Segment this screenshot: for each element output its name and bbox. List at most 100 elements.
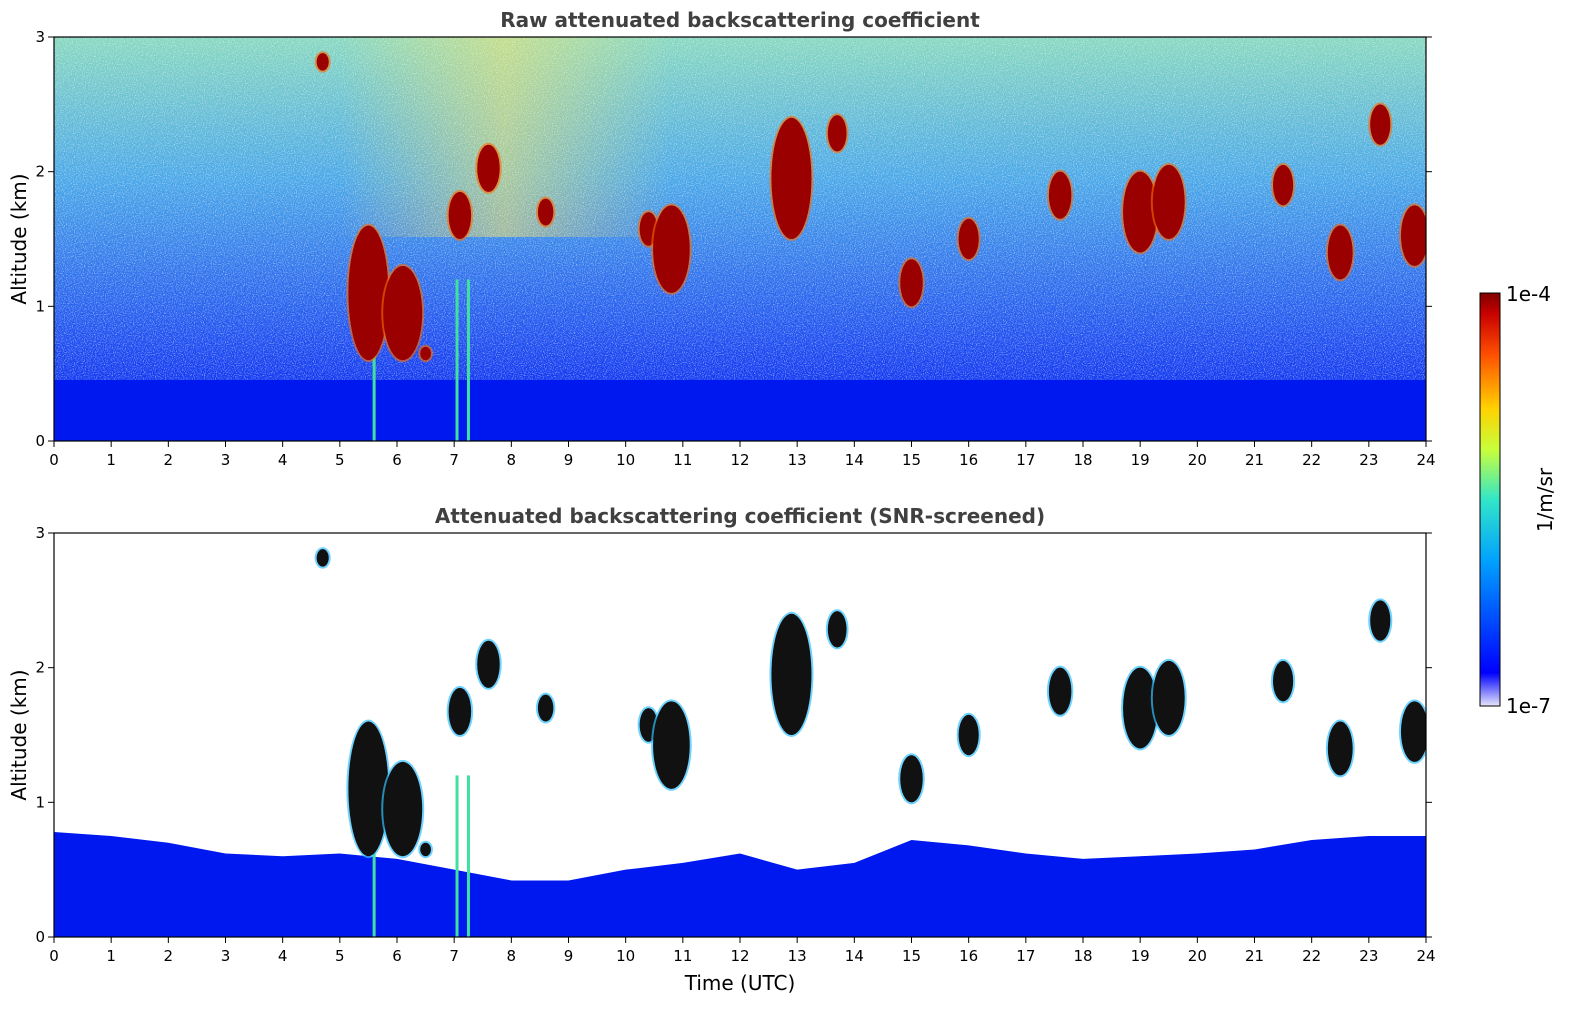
x-tick-label: 19 <box>1131 451 1150 469</box>
screened-precip-streak <box>455 775 459 937</box>
x-tick-label: 4 <box>278 947 288 965</box>
screened-cloud <box>477 640 500 688</box>
raw-streaks <box>372 279 470 441</box>
raw-x-axis: 0 1 2 3 4 5 6 7 8 9 10 11 12 13 14 15 16 17 18 19 20 21 22 23 24 <box>49 441 1436 469</box>
x-tick-label: 8 <box>507 947 517 965</box>
cloud-feature <box>316 53 329 71</box>
x-tick-label: 10 <box>616 451 635 469</box>
screened-cloud <box>1327 721 1353 776</box>
y-tick-label: 0 <box>35 432 45 450</box>
cloud-feature <box>1273 164 1294 206</box>
x-tick-label: 23 <box>1359 947 1378 965</box>
x-tick-label: 11 <box>673 947 692 965</box>
x-tick-label: 12 <box>730 451 749 469</box>
x-tick-label: 1 <box>106 947 116 965</box>
screened-x-axis: 0 1 2 3 4 5 6 7 8 9 10 11 12 13 14 15 16 17 18 19 20 21 22 23 24 <box>49 937 1436 965</box>
screened-cloud <box>316 549 329 567</box>
x-tick-label: 17 <box>1016 947 1035 965</box>
x-tick-label: 2 <box>164 947 174 965</box>
x-tick-label: 15 <box>902 451 921 469</box>
screened-cloud <box>348 721 389 857</box>
screened-cloud <box>1370 600 1391 641</box>
x-tick-label: 6 <box>392 451 402 469</box>
y-tick-label: 0 <box>35 928 45 946</box>
cloud-feature <box>1400 205 1426 266</box>
colorbar-gradient <box>1479 292 1501 707</box>
x-tick-label: 24 <box>1416 451 1435 469</box>
x-tick-label: 13 <box>788 947 807 965</box>
x-tick-label: 9 <box>564 947 574 965</box>
x-tick-label: 18 <box>1073 947 1092 965</box>
x-tick-label: 13 <box>788 451 807 469</box>
precip-streak <box>466 279 470 441</box>
x-tick-label: 5 <box>335 947 345 965</box>
x-tick-label: 14 <box>845 451 864 469</box>
x-tick-label: 24 <box>1416 947 1435 965</box>
x-tick-label: 3 <box>221 947 231 965</box>
cloud-feature <box>1048 171 1072 219</box>
x-tick-label: 11 <box>673 451 692 469</box>
screened-cloud <box>1273 660 1294 702</box>
x-tick-label: 7 <box>449 947 459 965</box>
cloud-feature <box>348 225 389 361</box>
colorbar-min-label: 1e-7 <box>1506 694 1551 718</box>
cloud-feature <box>537 198 554 226</box>
x-tick-label: 23 <box>1359 451 1378 469</box>
screened-precip-streak <box>372 775 376 937</box>
x-tick-label: 10 <box>616 947 635 965</box>
cloud-feature <box>958 218 979 260</box>
cloud-feature <box>477 144 500 192</box>
raw-panel: Raw attenuated backscattering coefficien… <box>7 8 1436 469</box>
y-tick-label: 1 <box>35 793 45 811</box>
y-tick-label: 1 <box>35 297 45 315</box>
cloud-feature <box>1370 104 1391 145</box>
precip-streak <box>372 279 376 441</box>
screened-cloud <box>383 761 423 857</box>
screened-clouds <box>314 547 1426 859</box>
x-tick-label: 1 <box>106 451 116 469</box>
screened-cloud <box>537 694 554 722</box>
x-tick-label: 2 <box>164 451 174 469</box>
screened-panel-title: Attenuated backscattering coefficient (S… <box>435 504 1045 528</box>
screened-y-axis: 0 1 2 3 <box>35 524 1432 946</box>
screened-y-axis-label: Altitude (km) <box>7 669 31 800</box>
cloud-feature <box>448 191 472 239</box>
x-tick-label: 7 <box>449 451 459 469</box>
x-tick-label: 14 <box>845 947 864 965</box>
x-tick-label: 19 <box>1131 947 1150 965</box>
cloud-feature <box>420 346 431 361</box>
screened-cloud <box>900 755 923 803</box>
cloud-feature <box>771 117 812 239</box>
screened-cloud <box>771 613 812 736</box>
y-tick-label: 2 <box>35 163 45 181</box>
x-tick-label: 5 <box>335 451 345 469</box>
x-tick-label: 4 <box>278 451 288 469</box>
screened-heatmap <box>54 533 1426 937</box>
x-tick-label: 17 <box>1016 451 1035 469</box>
x-tick-label: 9 <box>564 451 574 469</box>
x-tick-label: 15 <box>902 947 921 965</box>
screened-cloud <box>1123 667 1158 749</box>
colorbar-label: 1/m/sr <box>1533 467 1557 532</box>
x-tick-label: 12 <box>730 947 749 965</box>
screened-streaks <box>372 775 470 937</box>
cloud-feature <box>1327 225 1353 280</box>
screened-cloud <box>1400 701 1426 762</box>
y-tick-label: 3 <box>35 524 45 542</box>
x-tick-label: 20 <box>1188 451 1207 469</box>
raw-y-axis-label: Altitude (km) <box>7 173 31 304</box>
screened-cloud <box>958 714 979 756</box>
screened-cloud <box>1048 667 1072 715</box>
x-tick-label: 0 <box>49 947 59 965</box>
x-tick-label: 20 <box>1188 947 1207 965</box>
x-tick-label: 3 <box>221 451 231 469</box>
screened-cloud <box>653 701 690 789</box>
x-tick-label: 16 <box>959 947 978 965</box>
precip-streak <box>455 279 459 441</box>
cloud-feature <box>383 265 423 361</box>
colorbar-max-label: 1e-4 <box>1506 282 1551 306</box>
screened-precip-streak <box>466 775 470 937</box>
raw-heatmap-surface-layer <box>54 380 1426 441</box>
raw-y-axis: 0 1 2 3 <box>35 28 1432 450</box>
